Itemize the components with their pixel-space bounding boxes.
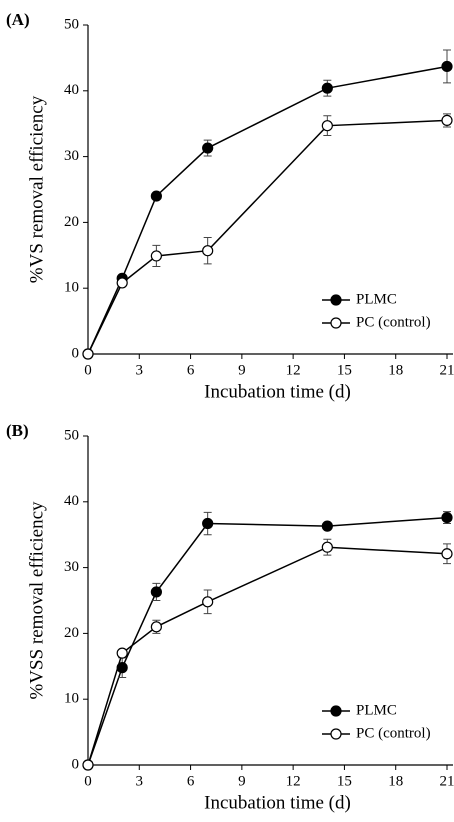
legend-marker [330,728,342,740]
x-tick-label: 6 [187,362,195,378]
marker [82,759,94,771]
y-tick-label: 40 [64,82,79,98]
marker [441,114,453,127]
y-tick-label: 0 [72,345,80,361]
marker [150,621,162,633]
marker [116,647,128,659]
x-tick-label: 21 [440,362,454,378]
x-tick-label: 15 [337,773,352,789]
legend-marker [330,705,342,717]
series-line [87,65,448,355]
x-tick-label: 18 [388,362,403,378]
x-tick-label: 0 [84,773,92,789]
legend-label: PLMC [356,702,397,718]
y-tick-label: 10 [64,691,79,707]
x-tick-label: 0 [84,362,92,378]
legend-label: PC (control) [356,725,431,741]
legend-marker [330,317,342,329]
x-tick-label: 21 [440,773,454,789]
marker [150,250,162,262]
y-tick-label: 30 [64,148,79,164]
y-tick-label: 20 [64,625,79,641]
panel-label: (A) [6,10,30,29]
legend-label: PLMC [356,291,397,307]
x-tick-label: 15 [337,362,352,378]
panel-label: (B) [6,421,29,440]
marker [441,511,453,524]
legend-label: PC (control) [356,314,431,330]
y-tick-label: 50 [64,16,79,32]
y-tick-label: 0 [72,756,80,772]
marker [441,60,453,73]
x-tick-label: 9 [238,362,246,378]
y-tick-label: 50 [64,427,79,443]
marker [321,541,333,553]
x-tick-label: 12 [286,773,301,789]
y-tick-label: 30 [64,559,79,575]
marker [441,548,453,560]
marker [202,596,214,608]
x-tick-label: 6 [187,773,195,789]
series-line [87,546,448,766]
x-tick-label: 3 [136,362,144,378]
y-axis-title: %VSS removal efficiency [26,501,47,700]
marker [116,277,128,289]
marker [202,245,214,257]
y-tick-label: 10 [64,280,79,296]
x-tick-label: 9 [238,773,246,789]
marker [202,142,214,154]
series-line [87,516,448,766]
marker [321,82,333,94]
series-line [87,119,448,355]
marker [321,120,333,132]
marker [202,517,214,530]
marker [321,520,333,532]
legend-marker [330,294,342,306]
y-tick-label: 40 [64,493,79,509]
marker [150,586,162,598]
marker [82,348,94,360]
marker [150,190,162,202]
x-tick-label: 12 [286,362,301,378]
y-tick-label: 20 [64,214,79,230]
y-axis-title: %VS removal efficiency [26,95,47,283]
x-tick-label: 18 [388,773,403,789]
x-tick-label: 3 [136,773,144,789]
x-axis-title: Incubation time (d) [204,792,351,813]
x-axis-title: Incubation time (d) [204,381,351,402]
